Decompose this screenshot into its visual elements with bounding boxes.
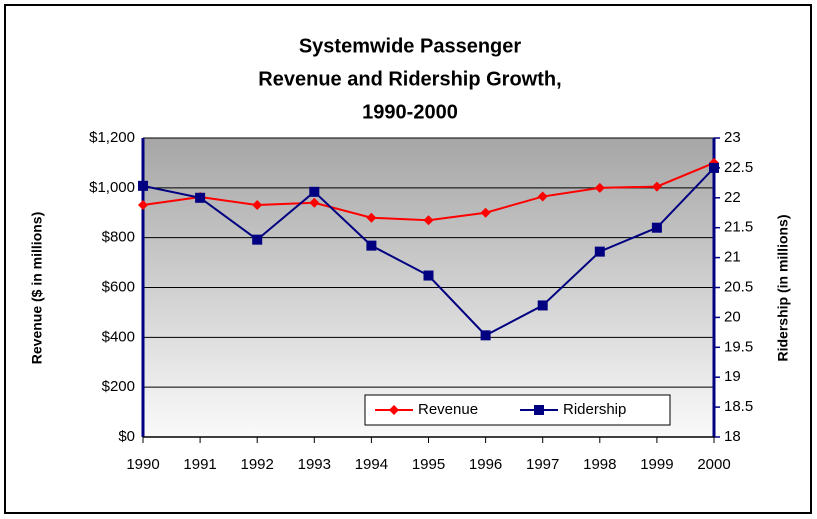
data-point xyxy=(594,182,605,193)
data-point xyxy=(651,222,662,233)
chart-title: Revenue and Ridership Growth, xyxy=(258,68,561,90)
x-tick-label: 1993 xyxy=(298,456,331,473)
y2-tick-label: 20.5 xyxy=(724,278,753,295)
data-point xyxy=(138,180,148,191)
x-tick-label: 1999 xyxy=(640,456,673,473)
data-point xyxy=(651,181,662,192)
y2-tick-label: 21.5 xyxy=(724,219,753,236)
data-point xyxy=(480,330,491,341)
y2-tick-label: 23 xyxy=(724,129,741,146)
data-point xyxy=(138,200,148,211)
x-tick-label: 1998 xyxy=(583,456,616,473)
y2-tick-label: 21 xyxy=(724,249,741,266)
x-tick-label: 1995 xyxy=(412,456,445,473)
x-tick-label: 1994 xyxy=(355,456,388,473)
data-point xyxy=(423,270,434,281)
legend-marker xyxy=(534,405,544,415)
data-point xyxy=(252,200,263,211)
y-tick-label: $800 xyxy=(102,229,135,246)
chart-title: Systemwide Passenger xyxy=(299,35,522,57)
data-point xyxy=(252,234,263,245)
y-axis-title: Revenue ($ in millions) xyxy=(29,212,45,364)
data-point xyxy=(423,215,434,226)
y2-tick-label: 19.5 xyxy=(724,338,753,355)
data-point xyxy=(366,212,377,223)
chart-title: 1990-2000 xyxy=(362,101,458,123)
data-point xyxy=(537,300,548,311)
data-point xyxy=(309,197,320,208)
y2-tick-label: 19 xyxy=(724,368,741,385)
data-point xyxy=(709,162,719,173)
y2-axis-title: Ridership (in millions) xyxy=(775,214,791,361)
legend-box xyxy=(364,394,671,426)
y2-tick-label: 18 xyxy=(724,428,741,445)
x-tick-label: 2000 xyxy=(697,456,730,473)
data-point xyxy=(195,192,206,203)
legend-label: Revenue xyxy=(418,401,478,418)
data-point xyxy=(366,240,377,251)
y-tick-label: $200 xyxy=(102,378,135,395)
data-point xyxy=(309,186,320,197)
y2-tick-label: 22 xyxy=(724,189,741,206)
x-tick-label: 1997 xyxy=(526,456,559,473)
data-point xyxy=(480,207,491,218)
legend-marker xyxy=(389,405,399,415)
x-tick-label: 1992 xyxy=(241,456,274,473)
legend-label: Ridership xyxy=(563,401,626,418)
y-tick-label: $1,200 xyxy=(89,129,135,146)
x-tick-label: 1991 xyxy=(183,456,216,473)
y2-tick-label: 20 xyxy=(724,308,741,325)
y2-tick-label: 18.5 xyxy=(724,398,753,415)
y2-tick-label: 22.5 xyxy=(724,159,753,176)
data-point xyxy=(594,246,605,257)
x-tick-label: 1996 xyxy=(469,456,502,473)
data-point xyxy=(537,191,548,202)
y-tick-label: $0 xyxy=(118,428,135,445)
y-tick-label: $1,000 xyxy=(89,179,135,196)
y-tick-label: $400 xyxy=(102,328,135,345)
y-tick-label: $600 xyxy=(102,278,135,295)
x-tick-label: 1990 xyxy=(126,456,159,473)
